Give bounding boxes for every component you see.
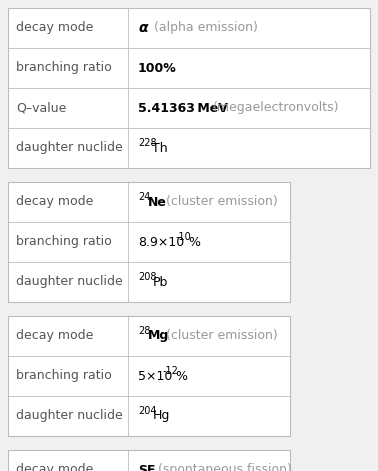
Text: Pb: Pb <box>152 276 168 289</box>
Text: (cluster emission): (cluster emission) <box>162 195 278 209</box>
Text: 228: 228 <box>138 138 156 148</box>
Text: 100%: 100% <box>138 62 177 74</box>
Text: daughter nuclide: daughter nuclide <box>16 409 123 422</box>
Text: (spontaneous fission): (spontaneous fission) <box>158 463 292 471</box>
Text: branching ratio: branching ratio <box>16 236 112 249</box>
Text: -12: -12 <box>163 366 179 376</box>
Text: (cluster emission): (cluster emission) <box>162 330 278 342</box>
Text: decay mode: decay mode <box>16 22 93 34</box>
Bar <box>8 316 290 436</box>
Text: %: % <box>188 236 200 249</box>
Text: branching ratio: branching ratio <box>16 62 112 74</box>
Bar <box>8 8 370 168</box>
Text: 28: 28 <box>138 326 150 336</box>
Text: Mg: Mg <box>148 330 169 342</box>
Text: 204: 204 <box>138 406 156 416</box>
Text: Hg: Hg <box>152 409 170 422</box>
Text: 5×10: 5×10 <box>138 370 172 382</box>
Bar <box>8 182 290 302</box>
Text: 208: 208 <box>138 272 156 282</box>
Text: branching ratio: branching ratio <box>16 370 112 382</box>
Text: -10: -10 <box>175 232 191 242</box>
Text: 8.9×10: 8.9×10 <box>138 236 184 249</box>
Bar <box>8 450 290 471</box>
Text: Th: Th <box>152 141 168 154</box>
Text: Ne: Ne <box>148 195 167 209</box>
Text: 24: 24 <box>138 192 150 202</box>
Text: decay mode: decay mode <box>16 463 93 471</box>
Text: (megaelectronvolts): (megaelectronvolts) <box>213 101 339 114</box>
Text: %: % <box>175 370 187 382</box>
Text: Q–value: Q–value <box>16 101 67 114</box>
Text: daughter nuclide: daughter nuclide <box>16 276 123 289</box>
Text: decay mode: decay mode <box>16 195 93 209</box>
Text: decay mode: decay mode <box>16 330 93 342</box>
Text: daughter nuclide: daughter nuclide <box>16 141 123 154</box>
Text: SF: SF <box>138 463 155 471</box>
Text: (alpha emission): (alpha emission) <box>154 22 258 34</box>
Text: 5.41363 MeV: 5.41363 MeV <box>138 101 228 114</box>
Text: $\bfit{\alpha}$: $\bfit{\alpha}$ <box>138 21 150 35</box>
